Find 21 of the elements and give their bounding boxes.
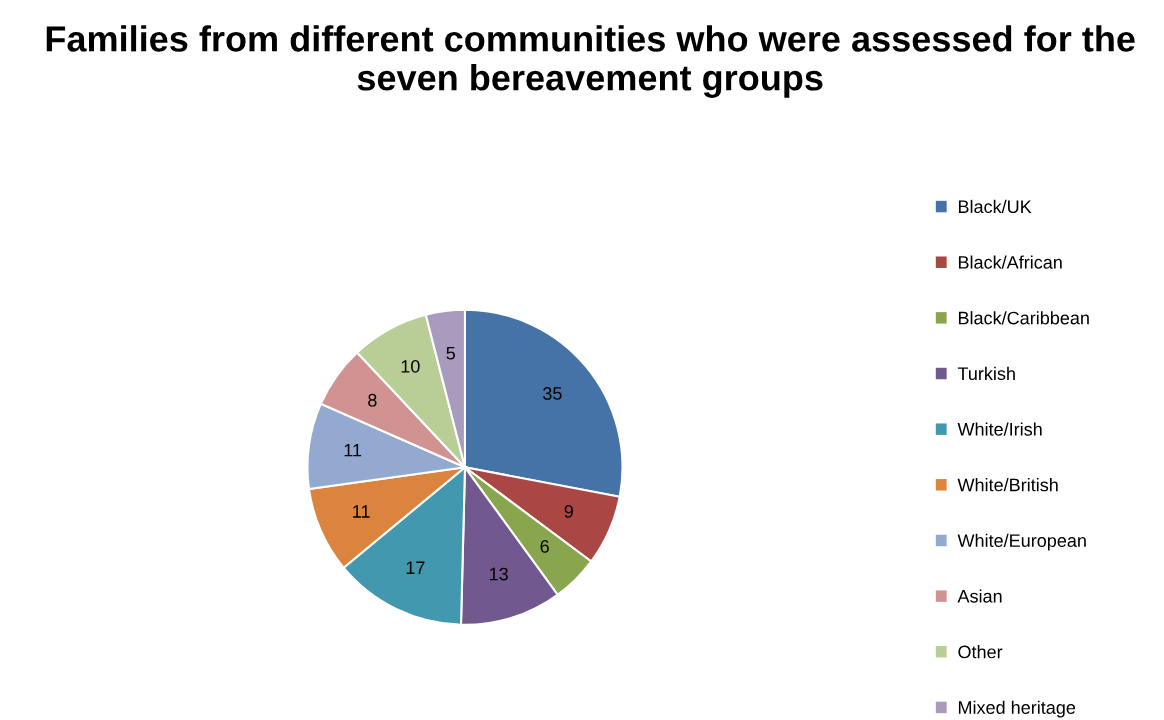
legend-label: White/Irish — [957, 422, 1042, 436]
data-label: 13 — [489, 567, 508, 581]
data-label: 11 — [353, 505, 370, 518]
legend-label: Asian — [957, 589, 1002, 603]
legend-label: Other — [958, 645, 1003, 659]
legend-label: Black/Caribbean — [958, 311, 1089, 325]
data-label: 5 — [446, 347, 456, 360]
data-label: 9 — [564, 505, 573, 518]
data-label: 11 — [344, 443, 362, 457]
legend-label: Turkish — [957, 366, 1015, 381]
legend-label: Black/UK — [958, 199, 1032, 214]
data-label: 8 — [368, 393, 377, 407]
data-label: 6 — [540, 540, 549, 553]
legend-label: White/European — [957, 533, 1086, 551]
chart-title: Families from different communities who were assessed for the seven bereavement groups — [46, 25, 1135, 98]
data-label: 35 — [543, 387, 562, 400]
data-label: 10 — [401, 359, 420, 373]
legend-label: Mixed heritage — [958, 700, 1076, 718]
legend-label: Black/African — [958, 255, 1062, 269]
data-label: 17 — [406, 561, 425, 574]
legend-label: White/British — [957, 478, 1058, 492]
